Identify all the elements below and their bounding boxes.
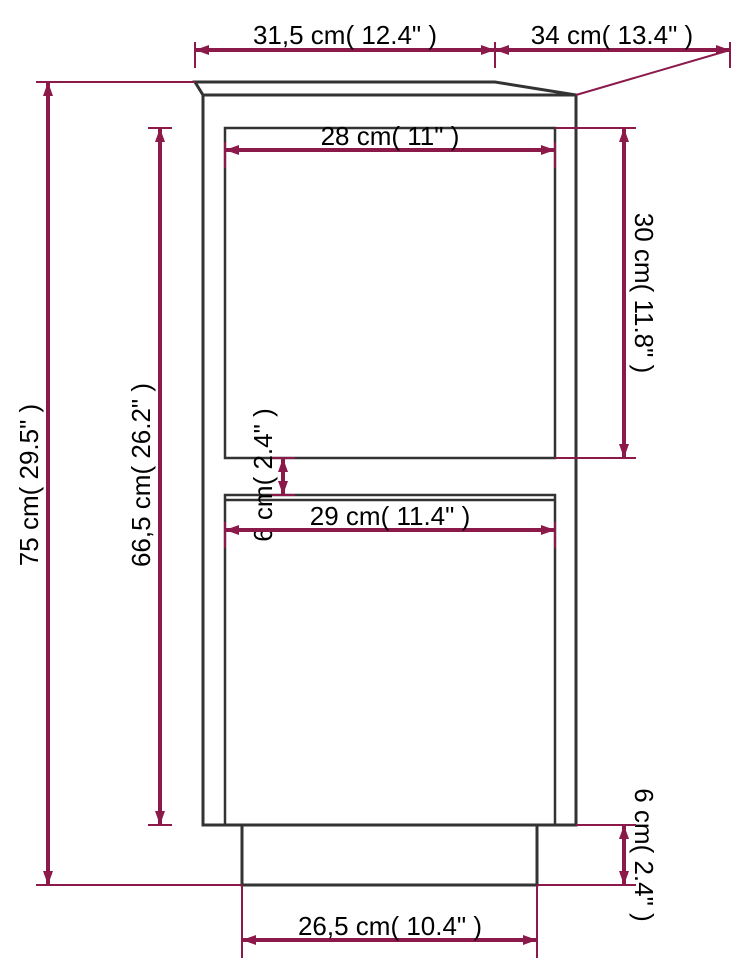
dimension-label: 29 cm( 11.4" ) <box>310 501 470 531</box>
dimension-label: 30 cm( 11.8" ) <box>629 213 659 373</box>
cabinet-top <box>195 82 576 95</box>
dimension-label: 26,5 cm( 10.4" ) <box>298 911 482 941</box>
dimension-label: 34 cm( 13.4" ) <box>531 20 693 50</box>
dimension-label: 66,5 cm( 26.2" ) <box>126 383 156 567</box>
guide-line <box>576 50 730 95</box>
cabinet-plinth <box>242 825 537 885</box>
dimension-label: 6 cm( 2.4" ) <box>629 788 659 921</box>
dimension-label: 31,5 cm( 12.4" ) <box>253 20 437 50</box>
dimension-label: 28 cm( 11" ) <box>321 121 460 151</box>
dimension-label: 6 cm( 2.4" ) <box>248 408 278 541</box>
dimension-label: 75 cm( 29.5" ) <box>14 404 44 566</box>
